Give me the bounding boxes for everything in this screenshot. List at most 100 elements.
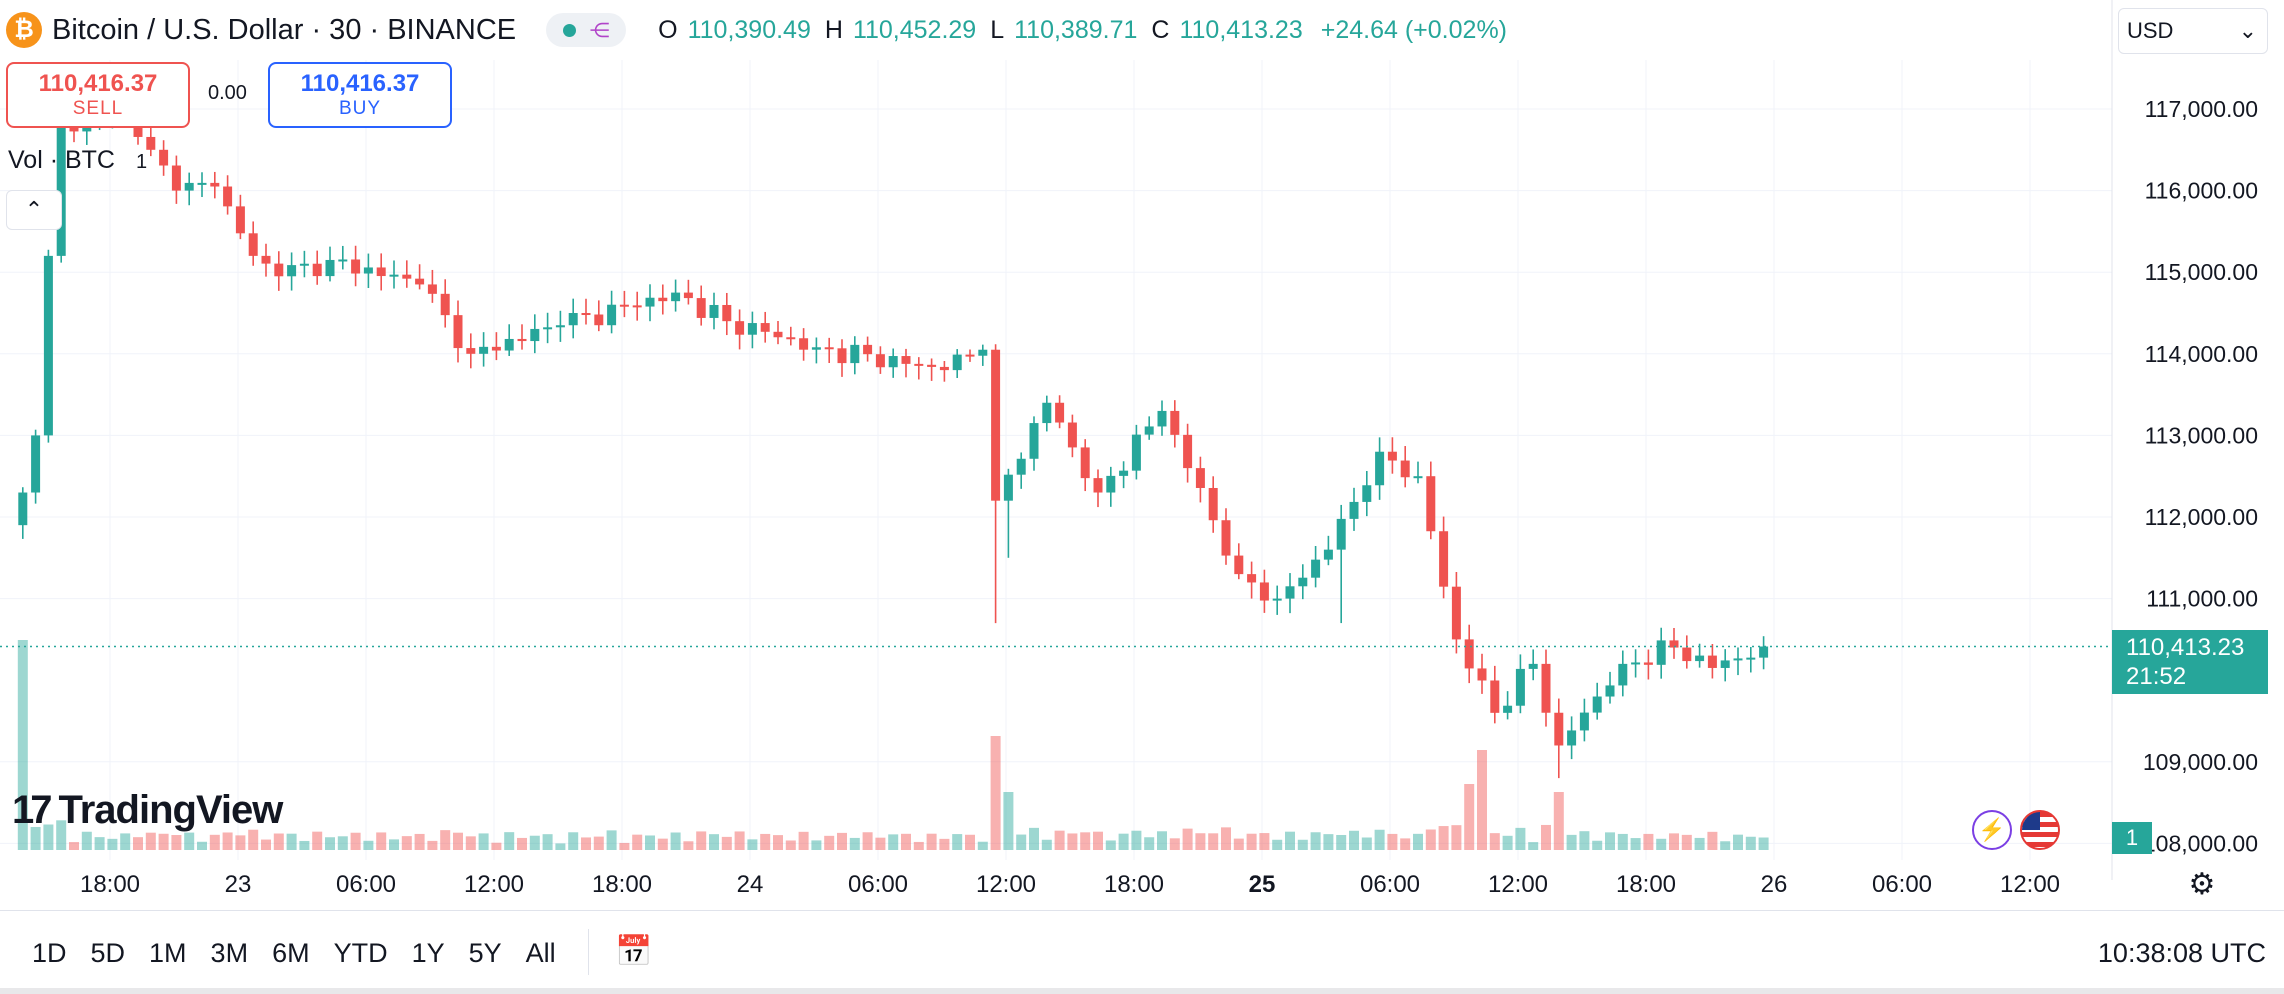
volume-bar xyxy=(1297,839,1308,850)
volume-bar xyxy=(1387,833,1398,850)
volume-bar xyxy=(389,839,399,850)
candle-body xyxy=(888,356,898,368)
calendar-icon[interactable]: 📅 xyxy=(615,934,653,968)
price-chart[interactable]: 117,000.00 116,000.00 115,000.00 114,000.00… xyxy=(0,0,2284,910)
candle-body xyxy=(530,328,540,342)
sell-price: 110,416.37 xyxy=(38,70,158,97)
volume-bar xyxy=(1745,836,1756,850)
volume-bar xyxy=(1093,831,1103,850)
candle-body xyxy=(991,349,1001,501)
candle-body xyxy=(440,293,450,316)
volume-bar xyxy=(824,835,835,850)
candle-body xyxy=(1400,460,1410,478)
candle-body xyxy=(184,182,194,191)
y-tick-label-0: 117,000.00 xyxy=(2145,96,2258,122)
ohlc-close-label: C xyxy=(1151,15,1170,44)
settings-icon[interactable]: ⚙ xyxy=(2188,867,2216,901)
x-tick-label-11: 12:00 xyxy=(1488,871,1548,898)
candle-body xyxy=(351,259,361,274)
candle-body xyxy=(1311,559,1321,578)
x-tick-label-5: 24 xyxy=(737,871,764,898)
y-tick-label-5: 112,000.00 xyxy=(2145,504,2258,530)
us-flag-icon[interactable] xyxy=(2020,810,2060,850)
volume-bar xyxy=(1208,833,1219,850)
candle-body xyxy=(171,165,181,191)
volume-bar xyxy=(1233,838,1244,850)
volume-bar xyxy=(1451,825,1462,850)
range-1y-button[interactable]: 1Y xyxy=(411,938,445,968)
volume-bar xyxy=(1515,827,1526,850)
candle-body xyxy=(901,356,911,364)
volume-bar xyxy=(465,836,476,850)
market-status-pill[interactable]: ⋲ xyxy=(546,13,627,47)
ohlc-close-value: 110,413.23 xyxy=(1179,15,1303,44)
volume-bar xyxy=(568,832,579,850)
currency-select[interactable]: USD ⌄ xyxy=(2118,8,2268,54)
bitcoin-icon[interactable]: ₿ xyxy=(6,12,42,48)
volume-bar xyxy=(670,832,681,850)
volume-bar xyxy=(1541,824,1551,850)
x-tick-label-10: 06:00 xyxy=(1360,871,1420,898)
volume-bar xyxy=(120,833,131,850)
candle-body xyxy=(517,338,527,342)
candle-body xyxy=(1477,668,1487,681)
range-all-button[interactable]: All xyxy=(525,938,556,968)
volume-bar xyxy=(1617,833,1628,850)
volume-bar xyxy=(965,834,975,850)
range-5d-button[interactable]: 5D xyxy=(90,938,126,968)
x-tick-label-13: 26 xyxy=(1761,871,1788,898)
candle-body xyxy=(31,435,41,493)
volume-bar xyxy=(1041,839,1052,850)
range-6m-button[interactable]: 6M xyxy=(272,938,310,968)
x-tick-label-14: 06:00 xyxy=(1872,871,1932,898)
candle-body xyxy=(658,297,668,302)
volume-bar xyxy=(1758,837,1769,850)
volume-bar xyxy=(1169,838,1180,850)
volume-bar xyxy=(1182,828,1193,850)
chevron-down-icon: ⌄ xyxy=(2238,18,2257,43)
x-tick-label-8: 18:00 xyxy=(1104,871,1164,898)
volume-bar xyxy=(581,837,591,850)
candle-body xyxy=(786,337,796,340)
volume-bar xyxy=(1323,834,1334,850)
tradingview-logo[interactable]: 17 TradingView xyxy=(12,788,283,833)
candle-body xyxy=(1080,447,1090,479)
volume-bar xyxy=(1105,840,1116,850)
buy-label: BUY xyxy=(338,98,382,119)
candle-body xyxy=(863,344,873,355)
volume-bar xyxy=(1464,784,1475,850)
share-icon[interactable]: ⋲ xyxy=(589,19,610,42)
candle-body xyxy=(223,186,233,207)
candle-body xyxy=(43,255,53,436)
volume-bar xyxy=(158,833,169,850)
collapse-legend-button[interactable]: ⌃ xyxy=(6,190,62,230)
candle-body xyxy=(1208,487,1218,521)
candle-body xyxy=(1631,662,1641,665)
volume-bar xyxy=(657,838,668,850)
volume-bar xyxy=(1489,833,1500,850)
volume-indicator-legend[interactable]: Vol · BTC 1 xyxy=(8,146,147,175)
buy-button[interactable]: 110,416.37 BUY xyxy=(268,62,452,128)
us-flag-canton xyxy=(2022,812,2040,830)
symbol-title[interactable]: Bitcoin / U.S. Dollar · 30 · BINANCE xyxy=(52,13,517,46)
candle-body xyxy=(1567,730,1577,746)
range-1m-button[interactable]: 1M xyxy=(149,938,187,968)
range-5y-button[interactable]: 5Y xyxy=(468,938,502,968)
volume-bar xyxy=(721,836,732,850)
candle-body xyxy=(1554,712,1564,746)
candle-body xyxy=(1413,476,1423,479)
range-3m-button[interactable]: 3M xyxy=(210,938,249,968)
candle-body xyxy=(1067,422,1077,448)
utc-clock[interactable]: 10:38:08 UTC xyxy=(2097,938,2266,968)
candle-body xyxy=(1618,663,1628,686)
range-1d-button[interactable]: 1D xyxy=(32,938,67,968)
candle-body xyxy=(722,304,732,322)
volume-bar xyxy=(1413,833,1423,850)
candle-body xyxy=(1451,586,1461,640)
lightning-icon[interactable]: ⚡ xyxy=(1972,810,2012,850)
candle-body xyxy=(415,278,425,285)
range-ytd-button[interactable]: YTD xyxy=(333,938,388,968)
volume-bar xyxy=(1310,832,1321,850)
candle-body xyxy=(607,304,617,326)
sell-button[interactable]: 110,416.37 SELL xyxy=(6,62,190,128)
